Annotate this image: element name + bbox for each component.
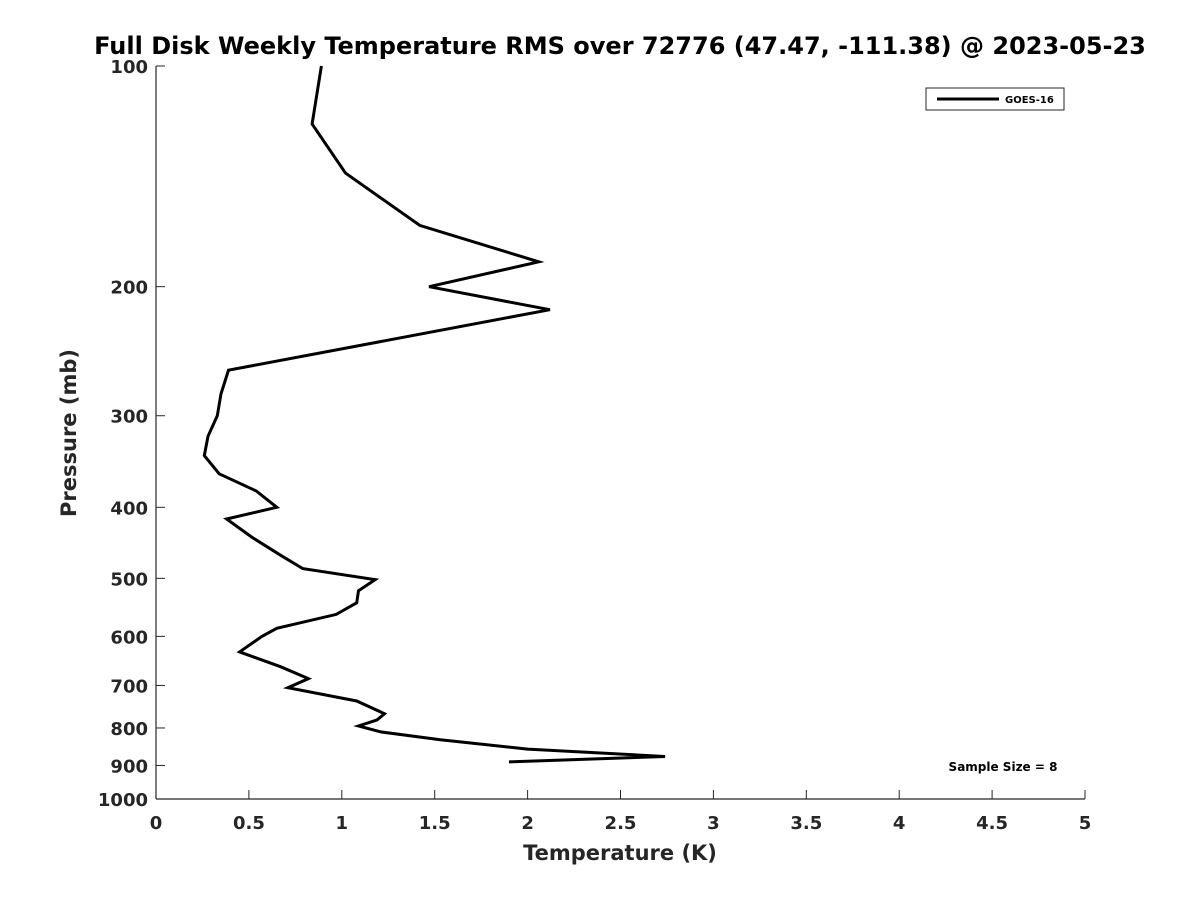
series-line-0: [202, 65, 666, 764]
x-axis-ticks: 0 0.5 1 1.5 2 2.5 3 3.5 4 4.5 5: [150, 790, 1092, 834]
legend: GOES-16: [925, 87, 1065, 111]
y-tick-label: 900: [110, 756, 148, 777]
x-axis-label: Temperature (K): [523, 841, 717, 865]
chart-title: Full Disk Weekly Temperature RMS over 72…: [94, 32, 1146, 60]
x-tick-label: 0: [150, 813, 163, 834]
x-tick-label: 2.5: [605, 813, 637, 834]
y-axis-ticks: 100 200 300 400 500 600 700 800 900 1000: [98, 57, 165, 811]
x-tick-label: 3: [707, 813, 720, 834]
plot-area: [155, 65, 1085, 800]
y-tick-label: 200: [110, 278, 148, 299]
x-tick-label: 4.5: [976, 813, 1008, 834]
y-tick-label: 300: [110, 407, 148, 428]
y-tick-label: 700: [110, 676, 148, 697]
x-tick-label: 2: [521, 813, 534, 834]
x-tick-label: 3.5: [790, 813, 822, 834]
y-tick-label: 100: [110, 57, 148, 78]
x-tick-label: 1: [336, 813, 349, 834]
y-tick-label: 600: [110, 627, 148, 648]
y-tick-label: 500: [110, 569, 148, 590]
y-axis-label: Pressure (mb): [57, 349, 81, 517]
y-tick-label: 400: [110, 498, 148, 519]
x-tick-label: 5: [1079, 813, 1092, 834]
sample-size-annotation: Sample Size = 8: [949, 760, 1058, 774]
x-tick-label: 0.5: [233, 813, 265, 834]
y-tick-label: 1000: [98, 790, 148, 811]
legend-entry: GOES-16: [1005, 95, 1054, 106]
x-tick-label: 4: [893, 813, 906, 834]
y-tick-label: 800: [110, 719, 148, 740]
x-tick-label: 1.5: [419, 813, 451, 834]
